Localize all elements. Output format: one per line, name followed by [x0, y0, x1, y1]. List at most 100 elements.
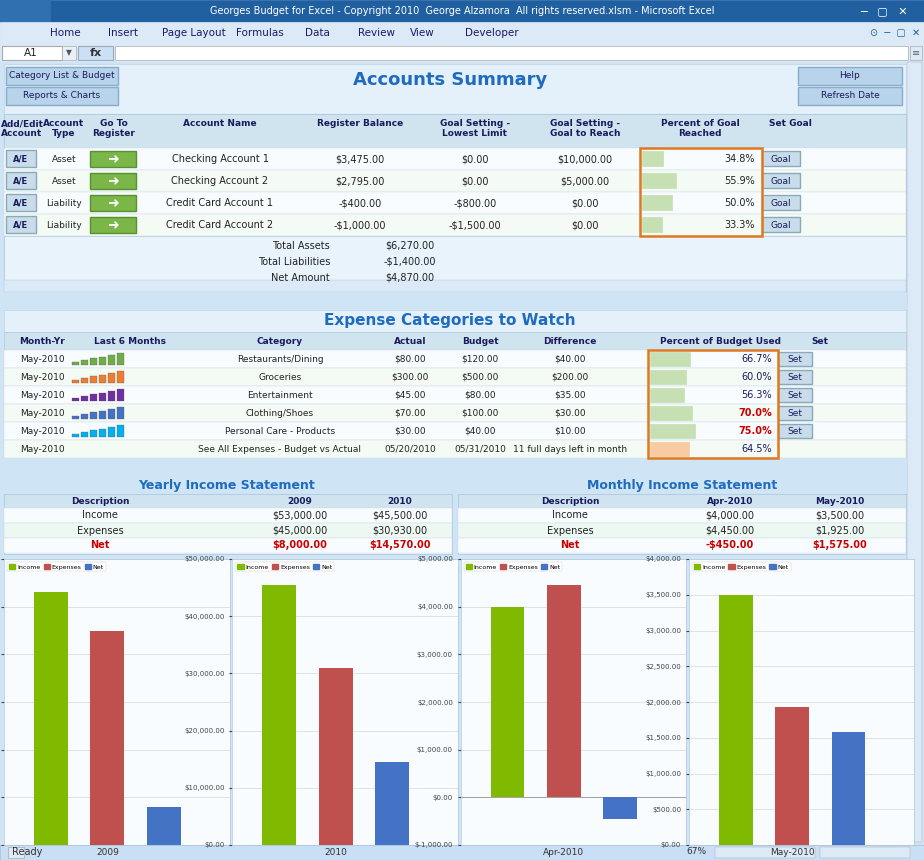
Bar — [832, 733, 866, 845]
Bar — [4, 476, 452, 494]
Bar — [762, 173, 800, 188]
Text: $0.00: $0.00 — [461, 154, 489, 164]
Bar — [262, 585, 297, 845]
Bar — [0, 845, 924, 860]
Text: Set: Set — [787, 372, 803, 382]
Text: Net: Net — [91, 540, 110, 550]
Bar — [4, 280, 906, 292]
Bar — [648, 350, 778, 458]
Bar — [90, 217, 136, 233]
Text: A/E: A/E — [14, 155, 29, 163]
Bar — [458, 523, 906, 538]
Text: Goal: Goal — [771, 155, 791, 163]
Text: Set: Set — [787, 427, 803, 435]
Text: Percent of Goal: Percent of Goal — [661, 120, 739, 128]
Text: Georges Budget for Excel - Copyright 2010  George Alzamora  All rights reserved.: Georges Budget for Excel - Copyright 201… — [210, 6, 714, 16]
Text: Expenses: Expenses — [547, 525, 593, 536]
Text: $1,925.00: $1,925.00 — [815, 525, 865, 536]
Text: 33.3%: 33.3% — [724, 220, 755, 230]
Text: Income: Income — [82, 511, 118, 520]
Text: Set: Set — [787, 408, 803, 417]
Text: Goal to Reach: Goal to Reach — [550, 130, 620, 138]
Bar — [0, 0, 50, 22]
Bar — [642, 173, 675, 188]
Bar — [4, 458, 906, 476]
Text: Goal: Goal — [771, 220, 791, 230]
Text: 67%: 67% — [686, 847, 706, 857]
Bar — [62, 46, 76, 60]
Text: $120.00: $120.00 — [461, 354, 499, 364]
Text: $30.00: $30.00 — [395, 427, 426, 435]
Text: 2009: 2009 — [287, 496, 312, 506]
Bar — [778, 424, 812, 438]
Bar — [81, 433, 88, 437]
Text: $80.00: $80.00 — [464, 390, 496, 400]
Bar — [642, 195, 672, 210]
Text: Credit Card Account 1: Credit Card Account 1 — [166, 198, 274, 208]
Bar — [650, 442, 688, 456]
Bar — [90, 395, 97, 401]
Bar — [6, 67, 118, 85]
Text: A/E: A/E — [14, 199, 29, 207]
Text: $4,870.00: $4,870.00 — [385, 273, 434, 283]
Bar — [72, 380, 79, 383]
Text: $53,000.00: $53,000.00 — [273, 511, 328, 520]
Bar — [72, 416, 79, 419]
Bar — [820, 847, 910, 858]
Bar — [6, 150, 36, 167]
Bar — [108, 408, 115, 419]
Bar — [90, 195, 136, 211]
Bar — [650, 370, 686, 384]
Bar — [117, 425, 124, 437]
Text: Liability: Liability — [46, 220, 82, 230]
Bar — [640, 148, 762, 236]
Text: Accounts Summary: Accounts Summary — [353, 71, 547, 89]
Bar — [762, 195, 800, 210]
Bar — [4, 508, 452, 523]
Text: -$400.00: -$400.00 — [338, 198, 382, 208]
Bar — [81, 378, 88, 383]
Text: A/E: A/E — [14, 220, 29, 230]
Text: Account Name: Account Name — [183, 120, 257, 128]
Bar — [907, 62, 922, 842]
Bar — [117, 407, 124, 419]
Bar — [319, 668, 353, 845]
Text: -$800.00: -$800.00 — [454, 198, 496, 208]
Text: Actual: Actual — [394, 336, 426, 346]
Text: 05/31/2010: 05/31/2010 — [454, 445, 506, 453]
Text: Asset: Asset — [52, 155, 77, 163]
Text: $30.00: $30.00 — [554, 408, 586, 417]
Text: Refresh Date: Refresh Date — [821, 91, 880, 101]
Text: Monthly Income Statement: Monthly Income Statement — [587, 478, 777, 492]
Bar — [4, 148, 906, 170]
Text: Apr-2010: Apr-2010 — [707, 496, 753, 506]
Bar — [0, 22, 924, 44]
Text: Description: Description — [541, 496, 600, 506]
Text: fx: fx — [90, 48, 102, 58]
Bar — [4, 214, 906, 236]
Bar — [715, 847, 815, 858]
Bar — [375, 762, 409, 845]
Bar — [4, 292, 906, 310]
Bar — [458, 494, 906, 554]
Bar — [117, 371, 124, 383]
Text: $45.00: $45.00 — [395, 390, 426, 400]
Text: -$1,400.00: -$1,400.00 — [383, 257, 436, 267]
Text: May-2010: May-2010 — [19, 372, 65, 382]
Text: Formulas: Formulas — [236, 28, 284, 38]
Text: $0.00: $0.00 — [461, 176, 489, 186]
Text: May-2010: May-2010 — [19, 445, 65, 453]
Bar — [72, 434, 79, 437]
Text: ➜: ➜ — [107, 218, 119, 232]
Bar — [547, 585, 581, 797]
Bar — [4, 494, 452, 508]
Text: Register Balance: Register Balance — [317, 120, 403, 128]
Text: Description: Description — [71, 496, 129, 506]
Text: $8,000.00: $8,000.00 — [273, 540, 327, 550]
Text: $3,500.00: $3,500.00 — [816, 511, 865, 520]
Text: Ready: Ready — [12, 847, 43, 857]
Bar — [117, 353, 124, 365]
Text: $4,450.00: $4,450.00 — [705, 525, 755, 536]
Bar — [108, 390, 115, 401]
Text: Insert: Insert — [108, 28, 138, 38]
